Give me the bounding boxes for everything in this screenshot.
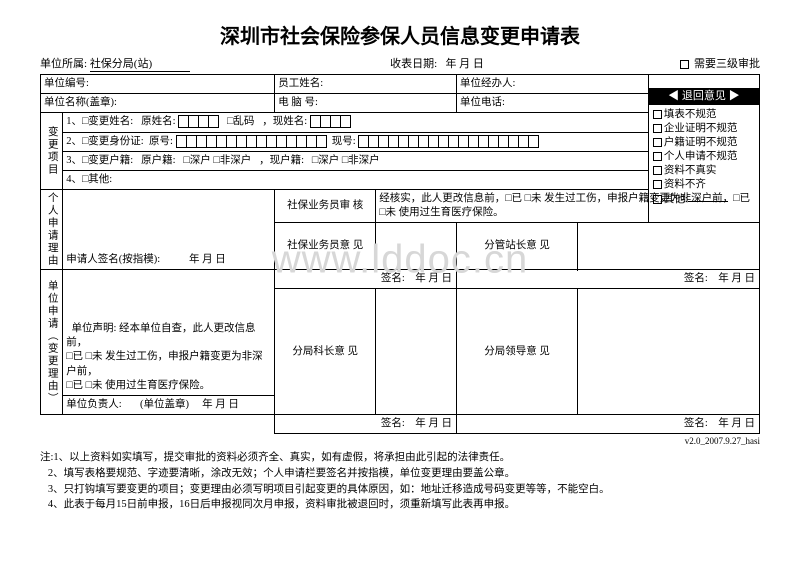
- opinion-blank-4: [578, 289, 760, 415]
- form-title: 深圳市社会保险参保人员信息变更申请表: [40, 20, 760, 49]
- sig-row-1: 签名: 年 月 日: [275, 270, 457, 289]
- opinion-col-1: 社保业务员意 见: [275, 223, 376, 270]
- change-line-2: 2、□变更身份证: 原号: 现号:: [63, 132, 649, 151]
- emp-name-cell: 员工姓名:: [275, 75, 457, 94]
- orig-id-cells[interactable]: [176, 135, 327, 148]
- unit-code-cell: 单位编号:: [41, 75, 275, 94]
- computer-no-cell: 电 脑 号:: [275, 94, 457, 113]
- orig-name-cells[interactable]: [178, 115, 219, 128]
- receipt-date: 年 月 日: [445, 58, 484, 70]
- form-page: 深圳市社会保险参保人员信息变更申请表 单位所属: 社保分局(站) 收表日期: 年…: [0, 0, 800, 523]
- return-item-3: 个人申请不规范: [664, 151, 738, 162]
- affiliation-label: 单位所属:: [40, 58, 87, 70]
- affiliation-value: 社保分局(站): [90, 55, 190, 72]
- opinion-col-2: 分管站长意 见: [457, 223, 578, 270]
- unit-statement-cell: 单位声明: 经本单位自查，此人更改信息前， □已 □未 发生过工伤，申报户籍变更…: [63, 270, 275, 396]
- personal-sign-cell: 申请人签名(按指模): 年 月 日: [63, 190, 275, 270]
- return-cb-4[interactable]: [653, 166, 662, 175]
- opinion-blank-1: [376, 223, 457, 270]
- change-line-3: 3、□变更户籍: 原户籍: □深户 □非深户 ，现户籍: □深户 □非深户: [63, 151, 649, 170]
- unit-phone-cell: 单位电话:: [457, 94, 649, 113]
- header-row: 单位所属: 社保分局(站) 收表日期: 年 月 日 需要三级审批: [40, 55, 760, 72]
- return-header: ◀ 退回意见 ▶: [649, 88, 759, 105]
- opinion-col-3: 分局科长意 见: [275, 289, 376, 415]
- audit-label: 社保业务员审 核: [275, 190, 376, 223]
- new-id-cells[interactable]: [358, 135, 539, 148]
- return-cb-5[interactable]: [653, 180, 662, 189]
- opinion-col-4: 分局领导意 见: [457, 289, 578, 415]
- approval-label: 需要三级审批: [694, 58, 760, 70]
- unit-responsible-cell: 单位负责人: (单位盖章) 年 月 日: [63, 395, 275, 414]
- sig-row-2: 签名: 年 月 日: [457, 270, 760, 289]
- receipt-label: 收表日期:: [390, 58, 437, 70]
- return-cb-2[interactable]: [653, 138, 662, 147]
- unit-label: 单位申请︵变更理由︶: [41, 270, 63, 415]
- return-item-0: 填表不规范: [664, 109, 717, 120]
- change-line-1: 1、□变更姓名: 原姓名: □乱码 ，现姓名:: [63, 113, 649, 132]
- return-cb-1[interactable]: [653, 124, 662, 133]
- opinion-blank-3: [376, 289, 457, 415]
- return-item-1: 企业证明不规范: [664, 123, 738, 134]
- approval-checkbox[interactable]: [680, 60, 689, 69]
- return-item-5: 资料不齐: [664, 179, 706, 190]
- change-line-4: 4、□其他:: [63, 170, 649, 189]
- opinion-blank-2: [578, 223, 760, 270]
- sig-row-3: 签名: 年 月 日: [275, 415, 457, 434]
- unit-agent-cell: 单位经办人:: [457, 75, 649, 94]
- new-name-cells[interactable]: [310, 115, 351, 128]
- return-item-2: 户籍证明不规范: [664, 137, 738, 148]
- personal-label: 个人申请理由: [41, 190, 63, 270]
- sig-row-4: 签名: 年 月 日: [457, 415, 760, 434]
- change-section-label: 变更项目: [41, 113, 63, 190]
- unit-name-cell: 单位名称(盖章):: [41, 94, 275, 113]
- main-table: 单位编号: 员工姓名: 单位经办人: ◀ 退回意见 ▶ 填表不规范 企业证明不规…: [40, 74, 760, 434]
- notes-section: 注:1、以上资料如实填写，提交审批的资料必须齐全、真实，如有虚假，将承担由此引起…: [40, 450, 760, 513]
- version-text: v2.0_2007.9.27_hasi: [40, 436, 760, 446]
- return-item-4: 资料不真实: [664, 165, 717, 176]
- return-cb-3[interactable]: [653, 152, 662, 161]
- return-cb-0[interactable]: [653, 110, 662, 119]
